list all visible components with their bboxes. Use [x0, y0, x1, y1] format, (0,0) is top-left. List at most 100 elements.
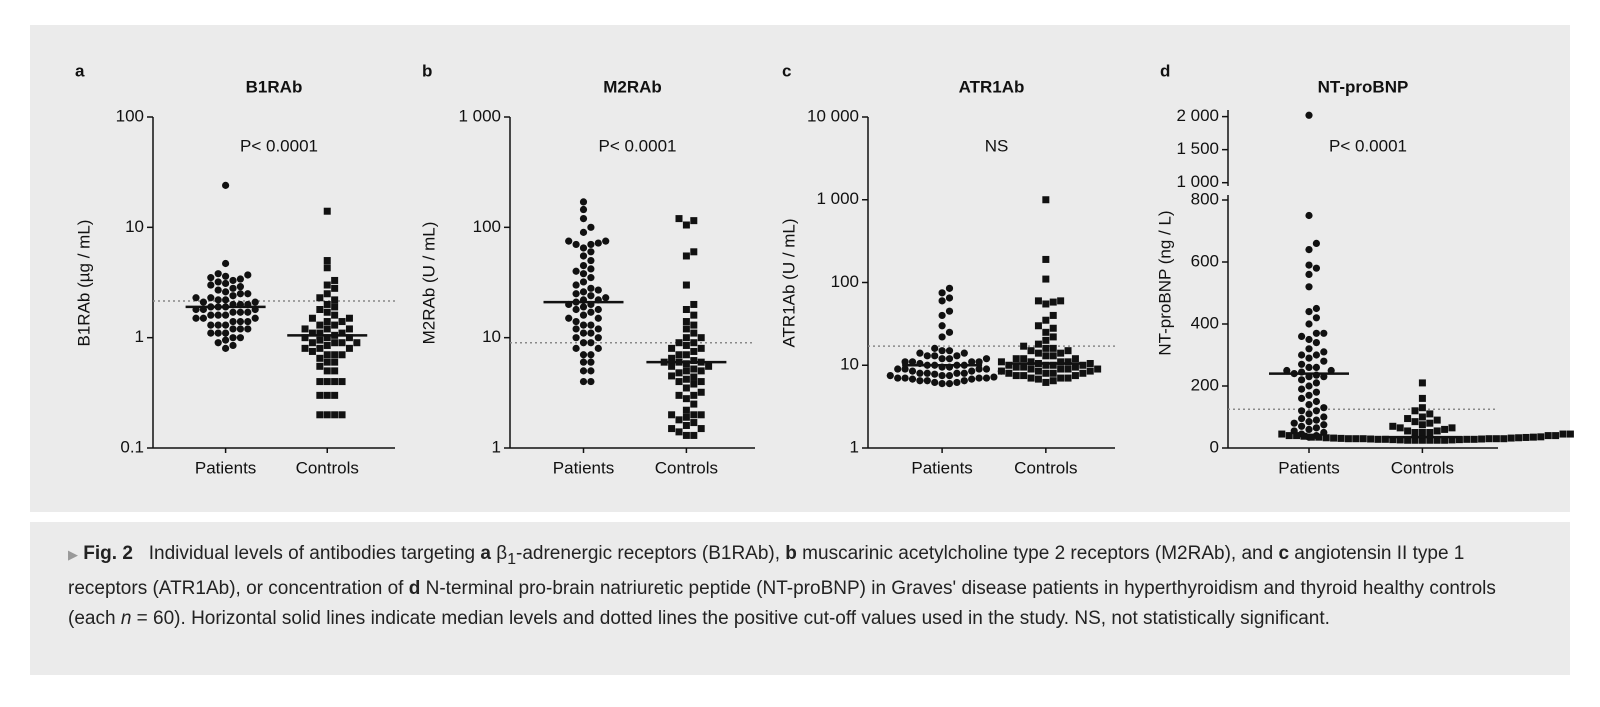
data-point [1478, 435, 1486, 443]
data-point [1020, 372, 1028, 380]
data-point [308, 329, 316, 337]
data-point [682, 341, 690, 349]
data-point [229, 292, 237, 300]
data-point [579, 339, 588, 347]
data-point [1049, 344, 1057, 352]
data-point [572, 305, 580, 314]
data-point [1312, 339, 1320, 347]
data-point [1290, 419, 1298, 427]
y-tick-label: 1 500 [1176, 139, 1219, 158]
data-point [668, 354, 676, 362]
y-tick-label: 2 000 [1176, 106, 1219, 125]
data-point [602, 294, 610, 302]
data-point [323, 257, 331, 265]
data-point [587, 367, 595, 375]
data-point [1298, 332, 1306, 340]
data-point [1034, 367, 1042, 375]
data-point [594, 305, 602, 314]
data-point [697, 388, 705, 396]
data-point [1433, 416, 1441, 424]
caption-bold: d [408, 578, 421, 600]
data-point [579, 358, 588, 366]
data-point [214, 321, 222, 329]
data-point [1312, 424, 1320, 432]
data-point [938, 311, 946, 320]
data-point [587, 274, 595, 282]
caption-text: = 60). Horizontal solid lines indicate m… [131, 607, 1330, 629]
data-point [236, 334, 244, 342]
data-point [682, 384, 690, 392]
data-point [938, 322, 946, 330]
caption-text: N-terminal pro-brain natriuretic peptide… [68, 578, 1496, 629]
data-point [1404, 427, 1412, 435]
data-point [931, 378, 939, 387]
data-point [207, 274, 215, 282]
data-point [1411, 407, 1419, 415]
data-point [1293, 432, 1301, 440]
data-point [945, 355, 954, 363]
data-point [1426, 436, 1434, 444]
data-point [945, 380, 954, 388]
data-point [338, 411, 346, 419]
data-point [1389, 436, 1397, 444]
data-point [675, 416, 683, 424]
caption-sub: 1 [507, 550, 517, 568]
data-point [1020, 363, 1028, 371]
data-point [1396, 436, 1404, 444]
data-point [1320, 348, 1328, 356]
data-point [244, 290, 252, 298]
data-point [236, 308, 244, 316]
data-point [244, 317, 252, 326]
data-point [1042, 196, 1050, 204]
data-point [579, 278, 588, 286]
data-point [316, 344, 324, 352]
data-point [697, 344, 705, 352]
data-point [565, 237, 573, 245]
data-point [308, 347, 316, 355]
data-point [594, 286, 602, 294]
data-point [579, 228, 588, 236]
data-point [690, 419, 698, 427]
data-point [229, 334, 237, 342]
data-point [214, 311, 222, 319]
data-point [690, 321, 698, 329]
data-point [1020, 355, 1028, 363]
data-point [207, 311, 215, 319]
data-point [602, 237, 610, 245]
y-tick-label: 200 [1191, 375, 1219, 394]
data-point [345, 314, 353, 322]
data-point [1298, 394, 1306, 402]
annotation: P< 0.0001 [599, 136, 677, 155]
data-point [1027, 365, 1035, 373]
data-point [222, 321, 230, 329]
data-point [1312, 397, 1320, 406]
data-point [1426, 410, 1434, 418]
data-point [1327, 366, 1335, 375]
data-point [345, 325, 353, 333]
data-point [331, 276, 339, 284]
y-tick-label: 1 [135, 327, 144, 346]
data-point [594, 334, 602, 342]
data-point [301, 344, 309, 352]
data-point [316, 336, 324, 344]
data-point [338, 329, 346, 337]
data-point [697, 411, 705, 419]
data-point [199, 298, 207, 306]
data-point [960, 369, 968, 377]
data-point [982, 374, 991, 382]
data-point [1320, 413, 1328, 421]
data-point [945, 328, 954, 336]
data-point [579, 351, 588, 359]
data-point [236, 290, 244, 298]
data-point [323, 207, 331, 215]
data-point [675, 428, 683, 436]
data-point [1307, 433, 1315, 441]
data-point [594, 239, 602, 247]
data-point [697, 425, 705, 433]
data-point [1312, 329, 1320, 337]
panel-label: c [782, 61, 791, 80]
data-point [331, 303, 339, 311]
data-point [682, 375, 690, 383]
data-point [953, 369, 961, 377]
data-point [572, 240, 580, 249]
